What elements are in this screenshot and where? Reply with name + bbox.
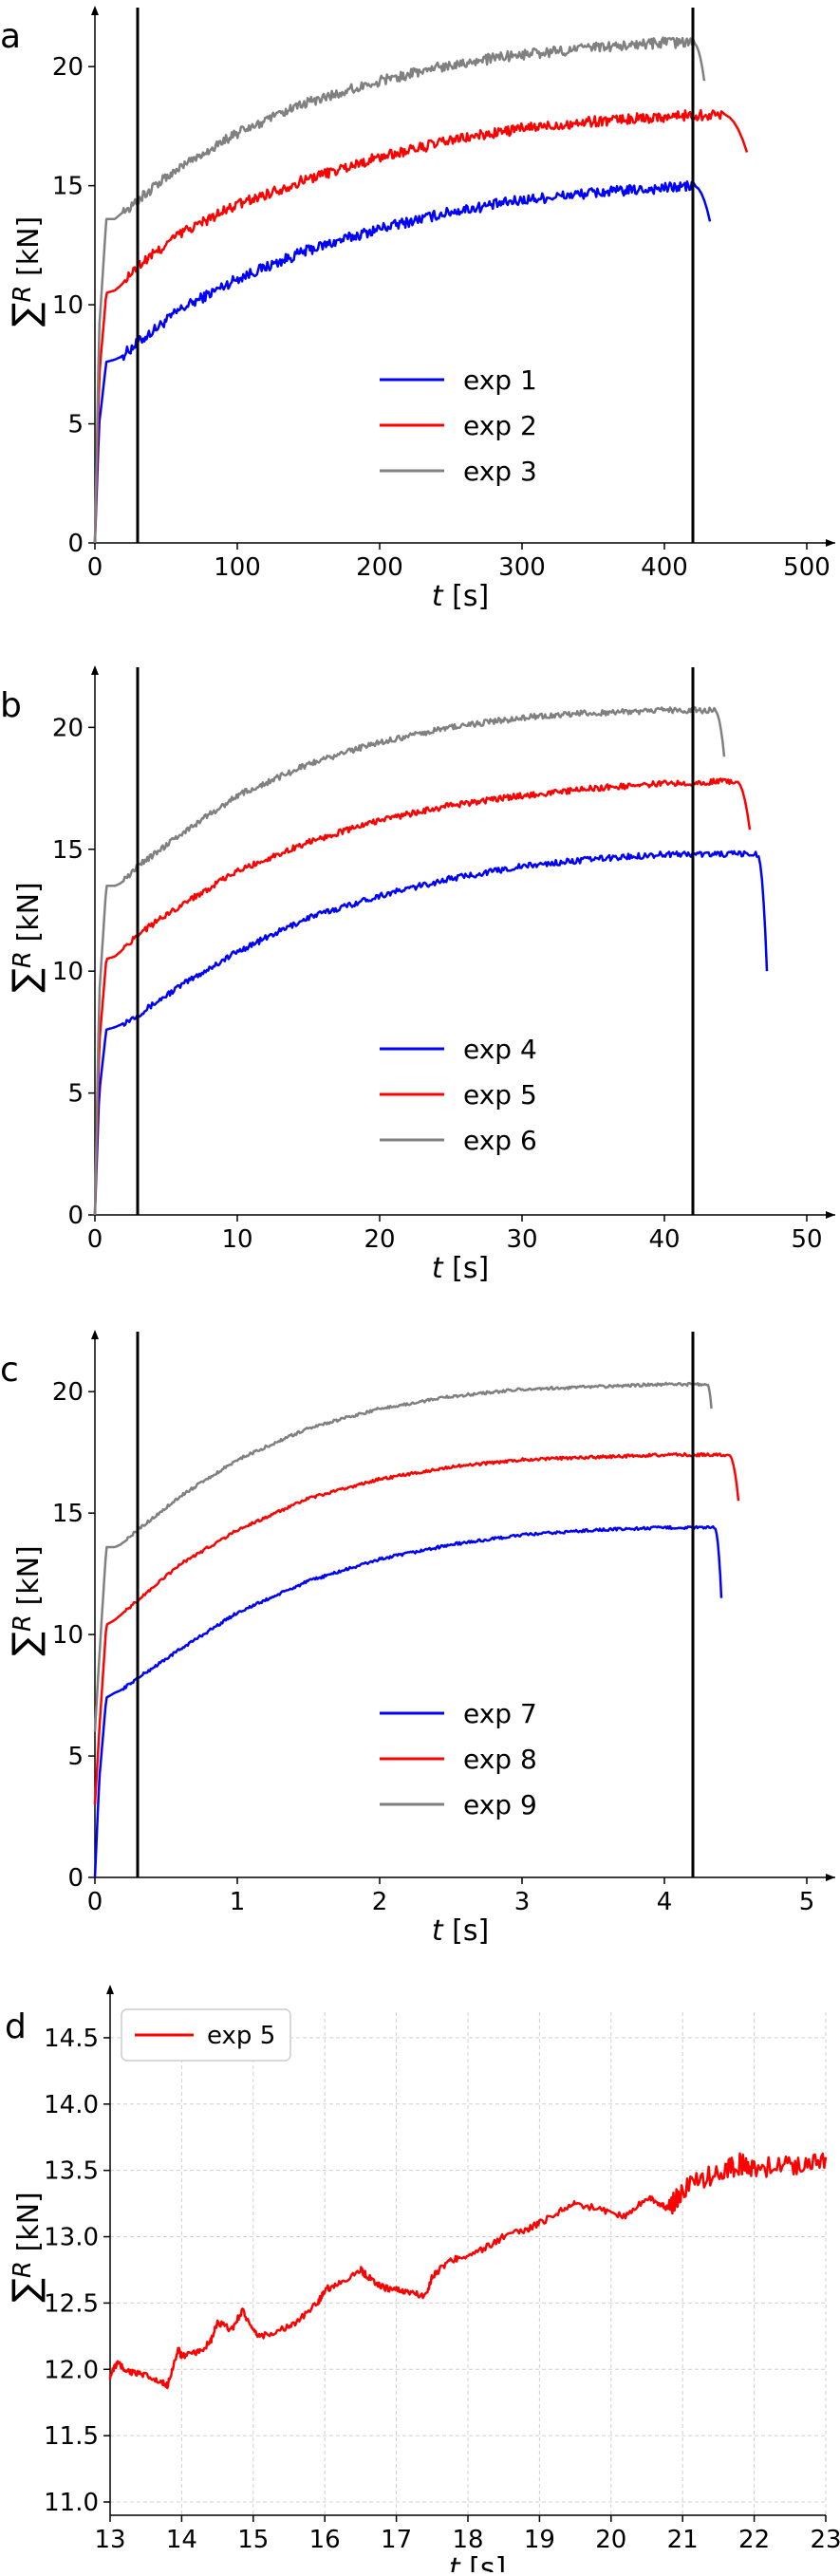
y-tick-label: 11.5 xyxy=(44,2422,99,2451)
legend-label: exp 5 xyxy=(207,2022,275,2050)
x-tick-label: 400 xyxy=(641,553,688,582)
x-tick-label: 16 xyxy=(309,2526,341,2554)
y-tick-label: 15 xyxy=(52,1500,84,1528)
series-line-exp-2 xyxy=(93,108,749,544)
y-tick-label: 13.5 xyxy=(44,2157,99,2186)
y-tick-label: 5 xyxy=(67,1080,84,1109)
x-tick-label: 5 xyxy=(799,1888,815,1916)
x-axis-label: t [s] xyxy=(432,1914,489,1948)
y-axis-arrow xyxy=(106,1985,114,1994)
y-tick-label: 13.0 xyxy=(44,2224,99,2252)
y-axis-label: ∑R [kN] xyxy=(5,1545,47,1655)
x-tick-label: 50 xyxy=(791,1225,822,1254)
y-tick-label: 12.5 xyxy=(44,2289,99,2318)
legend-label: exp 2 xyxy=(463,410,537,441)
y-tick-label: 14.5 xyxy=(44,2025,99,2053)
legend-label: exp 3 xyxy=(463,456,537,487)
legend-label: exp 9 xyxy=(463,1789,537,1820)
y-tick-label: 5 xyxy=(67,1743,84,1771)
y-tick-label: 14.0 xyxy=(44,2091,99,2119)
y-tick-label: 10 xyxy=(52,1621,84,1650)
series-line-exp-9 xyxy=(93,1381,713,1732)
x-tick-label: 40 xyxy=(648,1225,680,1254)
x-tick-label: 13 xyxy=(94,2526,125,2554)
y-tick-label: 0 xyxy=(67,530,84,558)
series-line-exp-5 xyxy=(108,2152,828,2390)
y-tick-label: 0 xyxy=(67,1864,84,1893)
y-tick-label: 20 xyxy=(52,1378,84,1407)
x-axis-label: t [s] xyxy=(432,580,489,613)
x-tick-label: 20 xyxy=(595,2526,626,2554)
x-tick-label: 100 xyxy=(214,553,261,582)
y-tick-label: 10 xyxy=(52,291,84,320)
x-tick-label: 14 xyxy=(166,2526,197,2554)
chart-panel-b: b 0 10 20 30 40 50 0 5 10 15 20 t [s] ∑R [kN] exp 4 exp… xyxy=(0,665,835,1285)
y-axis-arrow xyxy=(91,6,99,15)
panel-label: c xyxy=(0,1351,19,1390)
series-line-exp-8 xyxy=(93,1451,740,1805)
y-axis-label: ∑R [kN] xyxy=(5,216,47,327)
y-tick-label: 11.0 xyxy=(44,2489,99,2517)
series-line-exp-7 xyxy=(93,1524,723,1878)
x-tick-label: 15 xyxy=(237,2526,269,2554)
x-tick-label: 21 xyxy=(667,2526,699,2554)
x-axis-arrow xyxy=(826,1211,835,1219)
panel-label: d xyxy=(5,2007,27,2046)
x-tick-label: 22 xyxy=(738,2526,770,2554)
x-tick-label: 4 xyxy=(657,1888,673,1916)
y-axis-arrow xyxy=(91,1330,99,1339)
y-tick-label: 5 xyxy=(67,411,84,439)
x-axis-label: t [s] xyxy=(432,1252,489,1285)
chart-panel-a: a 0 100 200 300 400 500 0 5 10 15 20 t [s] ∑R [kN] exp… xyxy=(0,6,835,613)
y-tick-label: 15 xyxy=(52,173,84,201)
series-line-exp-6 xyxy=(93,706,726,1216)
legend-label: exp 4 xyxy=(463,1034,537,1065)
x-tick-label: 17 xyxy=(381,2526,412,2554)
x-tick-label: 18 xyxy=(452,2526,483,2554)
panel-label: b xyxy=(0,686,22,725)
x-tick-label: 30 xyxy=(506,1225,537,1254)
y-tick-label: 15 xyxy=(52,836,84,865)
chart-panel-c: c 0 1 2 3 4 5 0 5 10 15 20 t [s] ∑R [kN] exp 7 exp 8 exp… xyxy=(0,1330,835,1948)
x-tick-label: 0 xyxy=(87,1888,103,1916)
series-line-exp-4 xyxy=(93,849,769,1216)
legend-label: exp 8 xyxy=(463,1744,537,1775)
y-axis-arrow xyxy=(91,665,99,675)
y-axis-label: ∑R [kN] xyxy=(5,2192,47,2302)
legend-label: exp 1 xyxy=(463,364,537,396)
legend-label: exp 7 xyxy=(463,1698,537,1729)
x-tick-label: 0 xyxy=(87,553,103,582)
chart-panel-d: d 13 14 15 16 17 18 19 20 21 22 23 11.0 11.5 12.0 12.5 1… xyxy=(5,1985,840,2576)
y-tick-label: 20 xyxy=(52,53,84,82)
x-tick-label: 1 xyxy=(230,1888,246,1916)
y-tick-label: 12.0 xyxy=(44,2356,99,2384)
y-tick-label: 0 xyxy=(67,1202,84,1230)
series-line-exp-5 xyxy=(93,777,752,1216)
legend-label: exp 6 xyxy=(463,1125,537,1156)
x-tick-label: 0 xyxy=(87,1225,103,1254)
x-tick-label: 20 xyxy=(364,1225,395,1254)
x-tick-label: 10 xyxy=(221,1225,252,1254)
y-tick-label: 20 xyxy=(52,714,84,742)
x-tick-label: 2 xyxy=(372,1888,388,1916)
x-tick-label: 200 xyxy=(356,553,403,582)
x-axis-arrow xyxy=(826,1874,835,1881)
x-axis-arrow xyxy=(826,539,835,547)
x-tick-label: 500 xyxy=(783,553,831,582)
x-tick-label: 300 xyxy=(498,553,546,582)
x-tick-label: 19 xyxy=(524,2526,555,2554)
legend-box xyxy=(121,2008,291,2062)
y-tick-label: 10 xyxy=(52,958,84,986)
legend-label: exp 5 xyxy=(463,1079,537,1111)
x-tick-label: 23 xyxy=(810,2526,840,2554)
series-line-exp-1 xyxy=(93,179,712,544)
x-axis-label: t [s] xyxy=(449,2552,506,2572)
y-axis-label: ∑R [kN] xyxy=(5,882,47,992)
x-tick-label: 3 xyxy=(514,1888,531,1916)
panel-label: a xyxy=(0,17,21,56)
series-line-exp-3 xyxy=(93,36,706,544)
